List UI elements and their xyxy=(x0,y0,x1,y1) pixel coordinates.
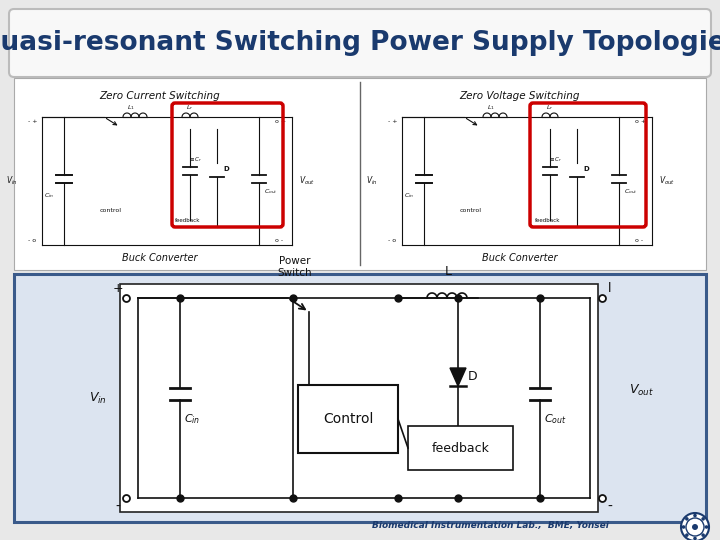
Bar xyxy=(14,78,706,270)
Text: $V_{in}$: $V_{in}$ xyxy=(366,175,378,187)
Circle shape xyxy=(681,513,709,540)
Bar xyxy=(14,274,706,522)
Text: Buck Converter: Buck Converter xyxy=(482,253,557,263)
Text: feedback: feedback xyxy=(535,219,561,224)
Text: $C_{out}$: $C_{out}$ xyxy=(544,412,567,426)
Text: $L_1$: $L_1$ xyxy=(127,103,135,112)
Text: $\equiv C_r$: $\equiv C_r$ xyxy=(548,155,562,164)
Text: - o: - o xyxy=(388,238,396,243)
Text: $V_{in}$: $V_{in}$ xyxy=(89,390,107,406)
Text: $C_{out}$: $C_{out}$ xyxy=(264,187,278,196)
Bar xyxy=(527,211,569,231)
Text: $V_{out}$: $V_{out}$ xyxy=(299,175,315,187)
Text: - o: - o xyxy=(28,238,36,243)
Text: D: D xyxy=(583,166,589,172)
Circle shape xyxy=(692,524,698,530)
Text: +: + xyxy=(113,282,123,295)
Text: $C_{in}$: $C_{in}$ xyxy=(44,191,54,200)
Text: $V_{out}$: $V_{out}$ xyxy=(659,175,675,187)
Text: control: control xyxy=(100,208,122,213)
Text: l: l xyxy=(608,282,612,295)
Text: $V_{in}$: $V_{in}$ xyxy=(6,175,18,187)
Polygon shape xyxy=(210,163,224,177)
Polygon shape xyxy=(450,368,466,386)
Text: Control: Control xyxy=(323,412,373,426)
Circle shape xyxy=(701,517,705,521)
Text: D: D xyxy=(223,166,229,172)
Text: o -: o - xyxy=(635,238,643,243)
Circle shape xyxy=(701,534,705,537)
Bar xyxy=(120,284,598,512)
Text: $L_r$: $L_r$ xyxy=(546,103,554,112)
Text: Quasi-resonant Switching Power Supply Topologies: Quasi-resonant Switching Power Supply To… xyxy=(0,30,720,56)
FancyBboxPatch shape xyxy=(9,9,711,77)
Text: Buck Converter: Buck Converter xyxy=(122,253,197,263)
Circle shape xyxy=(685,534,688,537)
Text: L: L xyxy=(444,265,451,278)
Text: Biomedical Instrumentation Lab.,  BME, Yonsei: Biomedical Instrumentation Lab., BME, Yo… xyxy=(372,521,608,530)
Bar xyxy=(450,199,492,223)
Text: Zero Current Switching: Zero Current Switching xyxy=(99,91,220,101)
Text: $C_{in}$: $C_{in}$ xyxy=(184,412,200,426)
Text: o +: o + xyxy=(275,119,286,124)
Text: o -: o - xyxy=(275,238,283,243)
Polygon shape xyxy=(570,163,584,177)
Bar xyxy=(167,211,209,231)
Circle shape xyxy=(693,514,697,517)
Text: $L_r$: $L_r$ xyxy=(186,103,194,112)
Text: o +: o + xyxy=(635,119,646,124)
Text: $L_1$: $L_1$ xyxy=(487,103,495,112)
Text: -: - xyxy=(116,500,120,514)
Text: feedback: feedback xyxy=(175,219,201,224)
Bar xyxy=(298,385,398,453)
Text: -: - xyxy=(608,500,613,514)
Circle shape xyxy=(682,525,685,529)
Text: $C_{out}$: $C_{out}$ xyxy=(624,187,638,196)
Bar xyxy=(408,426,513,470)
Text: control: control xyxy=(460,208,482,213)
Circle shape xyxy=(693,537,697,540)
Bar xyxy=(90,199,132,223)
Circle shape xyxy=(705,525,708,529)
Text: - +: - + xyxy=(28,119,37,124)
Circle shape xyxy=(685,517,688,521)
Text: Zero Voltage Switching: Zero Voltage Switching xyxy=(459,91,580,101)
Text: $\equiv C_r$: $\equiv C_r$ xyxy=(188,155,202,164)
Text: feedback: feedback xyxy=(431,442,490,455)
Text: Power
Switch: Power Switch xyxy=(278,256,312,278)
Text: $V_{out}$: $V_{out}$ xyxy=(629,382,654,397)
Text: D: D xyxy=(468,369,477,382)
Text: - +: - + xyxy=(388,119,397,124)
Text: $C_{in}$: $C_{in}$ xyxy=(404,191,414,200)
